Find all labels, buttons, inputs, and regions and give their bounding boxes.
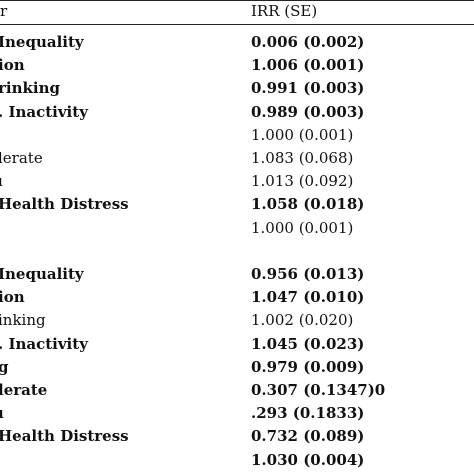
- row-label: lerate: [0, 381, 48, 399]
- row-value: 1.000 (0.001): [251, 218, 354, 237]
- row-value: 0.732 (0.089): [251, 427, 365, 446]
- row-value: 1.000 (0.001): [251, 125, 354, 144]
- row-label: ion: [0, 56, 25, 75]
- row-label: ı: [0, 404, 4, 423]
- row-value: 0.979 (0.009): [251, 357, 365, 376]
- row-value: .293 (0.1833): [251, 404, 365, 423]
- row-value: 1.006 (0.001): [251, 56, 365, 75]
- row-label: Health Distress: [0, 427, 129, 446]
- row-label: . Inactivity: [0, 102, 88, 121]
- row-value: 0.989 (0.003): [251, 102, 365, 121]
- row-label: Inequality: [0, 33, 84, 51]
- row-label: Health Distress: [0, 195, 129, 214]
- row-label: ion: [0, 288, 25, 307]
- top-rule: [0, 0, 474, 1]
- row-value: 1.058 (0.018): [251, 195, 365, 214]
- row-label: Inequality: [0, 265, 84, 283]
- row-value: 1.045 (0.023): [251, 334, 365, 353]
- row-value: 0.006 (0.002): [251, 33, 365, 51]
- header-irr: IRR (SE): [251, 2, 318, 20]
- row-value: 1.030 (0.004): [251, 450, 365, 469]
- row-label: ı: [0, 172, 3, 191]
- row-label: . Inactivity: [0, 334, 88, 353]
- header-left: r: [0, 2, 8, 20]
- row-value: 1.083 (0.068): [251, 149, 354, 167]
- row-value: 0.991 (0.003): [251, 79, 365, 98]
- row-value: 1.013 (0.092): [251, 172, 354, 191]
- row-label: rinking: [0, 79, 60, 98]
- row-value: 0.956 (0.013): [251, 265, 365, 283]
- header-rule: [0, 24, 474, 25]
- row-value: 1.002 (0.020): [251, 311, 354, 330]
- row-value: 1.047 (0.010): [251, 288, 365, 307]
- row-label: lerate: [0, 149, 43, 167]
- row-value: 0.307 (0.1347)0: [251, 381, 386, 399]
- row-label: g: [0, 357, 9, 376]
- row-label: inking: [0, 311, 46, 330]
